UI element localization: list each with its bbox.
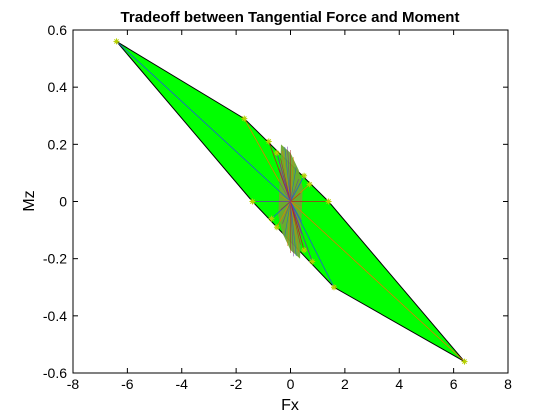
y-tick-label: -0.4	[43, 308, 67, 324]
inner-ray-line	[290, 201, 303, 222]
y-axis-label: Mz	[21, 190, 38, 211]
inner-ray-line	[287, 201, 291, 247]
inner-ray-line	[284, 146, 291, 202]
y-tick-label: 0.2	[48, 136, 68, 152]
data-point-marker	[306, 181, 313, 188]
inner-ray-line	[279, 168, 291, 202]
inner-ray-line	[278, 181, 291, 202]
data-point-marker	[268, 215, 275, 222]
data-point-marker	[461, 358, 468, 365]
inner-ray-line	[290, 201, 299, 253]
y-tick-label: -0.2	[43, 251, 67, 267]
x-tick-label: 6	[450, 376, 458, 392]
x-tick-label: 4	[395, 376, 403, 392]
data-point-marker	[265, 138, 272, 145]
x-ticks: -8 -6 -4 -2 0 2 4 6 8	[67, 30, 512, 392]
inner-ray-line	[290, 179, 299, 202]
x-tick-label: -8	[67, 376, 80, 392]
data-point-marker	[273, 149, 280, 156]
ray-line	[290, 201, 305, 251]
inner-ray-line	[284, 201, 291, 237]
ray-layer	[116, 41, 465, 362]
inner-ray-line	[290, 166, 297, 202]
y-tick-label: 0	[59, 194, 67, 210]
inner-ray-line	[290, 201, 302, 208]
inner-ray-line	[280, 158, 291, 202]
y-ticks: -0.6 -0.4 -0.2 0 0.2 0.4 0.6	[43, 22, 508, 381]
inner-ray-line	[290, 156, 294, 202]
data-point-marker	[301, 172, 308, 179]
inner-ray-line	[290, 201, 297, 257]
x-tick-label: 0	[287, 376, 295, 392]
inner-ray-line	[282, 150, 291, 202]
x-tick-label: 8	[504, 376, 512, 392]
data-point-marker	[113, 38, 120, 45]
data-point-marker	[241, 115, 248, 122]
ray-line	[290, 201, 465, 362]
inner-ray-line	[280, 201, 291, 211]
inner-ray-line	[279, 195, 291, 202]
ray-line	[290, 201, 335, 288]
plot-area	[113, 38, 468, 365]
data-point-marker	[273, 224, 280, 231]
point-layer	[113, 38, 468, 365]
data-point-marker	[309, 258, 316, 265]
x-tick-label: 2	[341, 376, 349, 392]
x-tick-label: -6	[121, 376, 134, 392]
ray-line	[276, 201, 291, 228]
ray-line	[116, 41, 291, 202]
y-tick-label: -0.6	[43, 365, 67, 381]
data-point-marker	[331, 284, 337, 291]
inner-ray-line	[282, 201, 291, 224]
y-tick-label: 0.4	[48, 79, 68, 95]
y-tick-label: 0.6	[48, 22, 68, 38]
data-point-marker	[301, 247, 308, 254]
ray-line	[290, 175, 305, 202]
chart-title: Tradeoff between Tangential Force and Mo…	[121, 9, 460, 26]
inner-ray-line	[290, 201, 302, 235]
inner-ray-line	[290, 201, 301, 245]
x-tick-label: -4	[176, 376, 189, 392]
data-point-marker	[325, 198, 332, 205]
x-tick-label: -2	[230, 376, 243, 392]
inner-ray-line	[290, 192, 301, 202]
inner-ray-line	[290, 201, 294, 257]
ray-line	[276, 152, 291, 202]
data-point-marker	[249, 198, 256, 205]
inner-ray-line	[287, 146, 291, 202]
x-axis-label: Fx	[281, 397, 299, 414]
